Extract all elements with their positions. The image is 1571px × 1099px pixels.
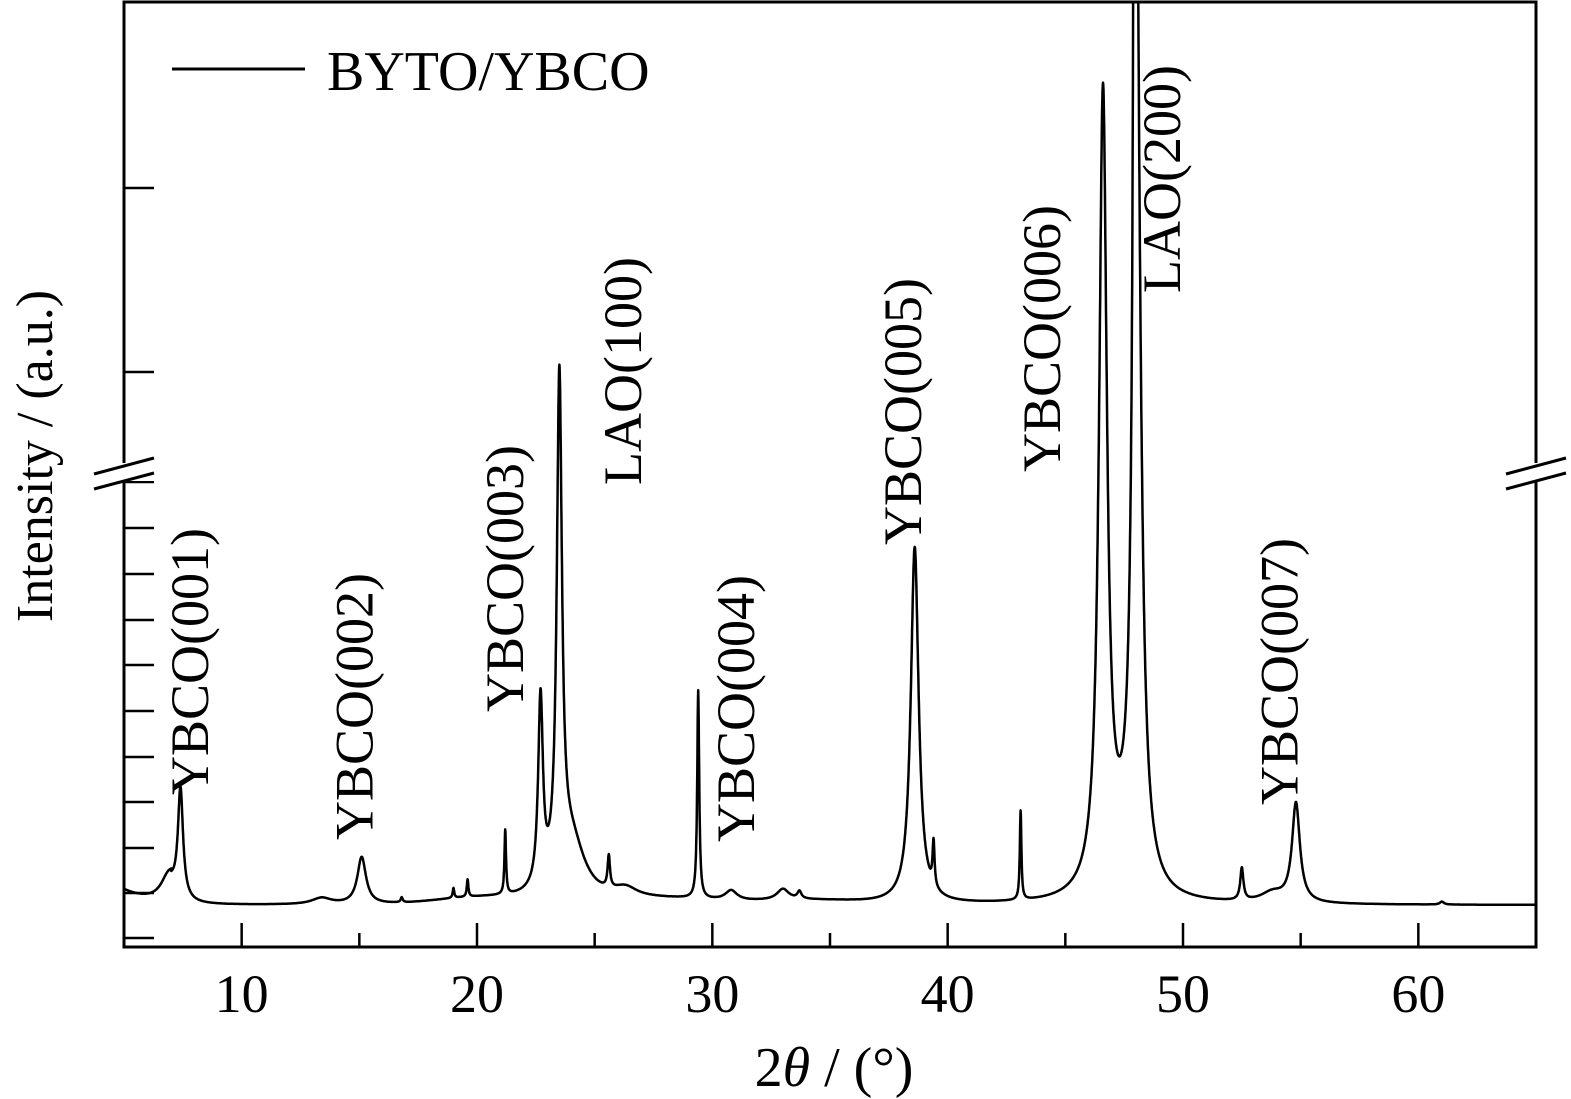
peak-label-1: YBCO(002)	[325, 573, 385, 840]
x-tick-label-30: 30	[685, 964, 739, 1024]
plot-area: 10 20 30 40 50 60 YBCO(001) YBCO(002) YBCO(003)…	[93, 0, 1567, 1024]
axis-break-line-left-lower	[93, 471, 155, 491]
x-axis-ticks: 10 20 30 40 50 60	[122, 923, 1538, 1024]
peak-label-0: YBCO(001)	[160, 528, 220, 795]
peak-label-8: YBCO(007)	[1250, 538, 1310, 805]
peak-label-3: LAO(100)	[593, 257, 653, 485]
y-axis-label: Intensity / (a.u.)	[7, 290, 64, 622]
x-tick-label-40: 40	[921, 964, 975, 1024]
x-axis-label: 2θ / (°)	[755, 1037, 914, 1099]
axis-break-line-right-upper	[1505, 456, 1567, 476]
x-axis-label-prefix: 2	[755, 1037, 783, 1099]
y-axis-ticks	[124, 186, 154, 940]
peak-label-5: YBCO(005)	[873, 278, 933, 545]
x-tick-label-10: 10	[215, 964, 269, 1024]
peak-label-6: YBCO(006)	[1012, 205, 1072, 472]
x-tick-label-50: 50	[1156, 964, 1210, 1024]
x-tick-label-20: 20	[450, 964, 504, 1024]
x-axis-label-suffix: / (°)	[810, 1037, 913, 1099]
series-line-byto-ybco	[122, 0, 1538, 907]
peak-annotations: YBCO(001) YBCO(002) YBCO(003) LAO(100) YBCO(…	[160, 65, 1310, 842]
legend-label: BYTO/YBCO	[327, 41, 650, 103]
peak-label-4: YBCO(004)	[706, 575, 766, 842]
peak-label-2: YBCO(003)	[475, 445, 535, 712]
x-axis-label-symbol: θ	[783, 1037, 811, 1099]
legend: BYTO/YBCO	[172, 41, 650, 103]
axis-break-line-right-lower	[1505, 471, 1567, 491]
peak-label-7: LAO(200)	[1132, 65, 1192, 293]
axis-break-marks	[93, 456, 1567, 491]
x-tick-label-60: 60	[1391, 964, 1445, 1024]
axis-break-line-left-upper	[93, 456, 155, 476]
